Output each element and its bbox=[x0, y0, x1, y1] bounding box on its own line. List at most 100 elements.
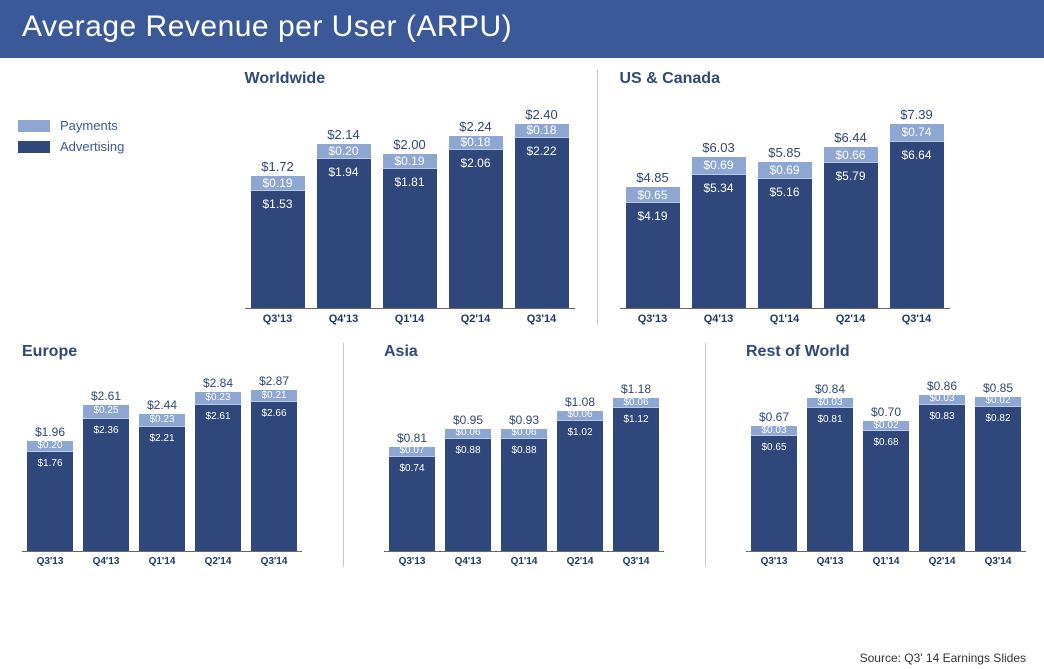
bar-column: $0.85$0.02$0.82 bbox=[970, 366, 1026, 551]
bar-stack: $0.23$2.61 bbox=[195, 392, 241, 551]
bar-column: $0.81 $0.07$0.74 bbox=[384, 366, 440, 551]
legend: Payments Advertising bbox=[18, 118, 124, 160]
bar-total-label: $1.96 bbox=[35, 425, 65, 439]
bar-column: $1.18 $0.06$1.12 bbox=[608, 366, 664, 551]
segment-payments: $0.07 bbox=[389, 447, 435, 457]
segment-advertising: $1.94 bbox=[317, 159, 371, 308]
chart-asia: Asia$0.81$0.07$0.74$0.95$0.06$0.88$0.93$… bbox=[384, 343, 664, 567]
segment-advertising: $2.06 bbox=[449, 150, 503, 308]
segment-advertising: $2.21 bbox=[139, 427, 185, 551]
bar-stack: $0.19$1.81 bbox=[383, 154, 437, 308]
segment-payments: $0.23 bbox=[195, 392, 241, 405]
bar-column: $0.86 $0.03$0.83 bbox=[914, 366, 970, 551]
vertical-divider bbox=[705, 343, 706, 567]
x-axis-label: Q4'13 bbox=[78, 552, 134, 567]
content-area: Payments Advertising Worldwide $1.72$0.19$… bbox=[0, 58, 1044, 567]
segment-payments: $0.02 bbox=[975, 397, 1021, 407]
x-axis-label: Q2'14 bbox=[443, 309, 509, 325]
segment-advertising: $0.83 bbox=[919, 405, 965, 551]
bar-column: $2.00 $0.19$1.81 bbox=[377, 93, 443, 308]
segment-payments: $0.03 bbox=[751, 426, 797, 436]
page-title: Average Revenue per User (ARPU) bbox=[22, 10, 512, 43]
segment-advertising: $2.22 bbox=[515, 138, 569, 308]
bar-total-label: $0.84 bbox=[815, 382, 845, 396]
bar-stack: $0.03$0.65 bbox=[751, 426, 797, 551]
x-axis-label: Q3'13 bbox=[620, 309, 686, 325]
segment-payments: $0.74 bbox=[890, 124, 944, 143]
segment-advertising: $0.74 bbox=[389, 457, 435, 551]
bar-column: $2.84$0.23$2.61 bbox=[190, 366, 246, 551]
bar-total-label: $1.18 bbox=[621, 382, 651, 396]
bar-total-label: $2.61 bbox=[91, 389, 121, 403]
x-axis-label: Q3'13 bbox=[746, 552, 802, 567]
chart-title: US & Canada bbox=[620, 70, 950, 88]
bar-stack: $0.03$0.81 bbox=[807, 398, 853, 551]
layout-spacer bbox=[95, 70, 245, 325]
legend-label-payments: Payments bbox=[60, 118, 118, 133]
segment-payments: $0.06 bbox=[613, 398, 659, 408]
segment-payments: $0.19 bbox=[383, 154, 437, 169]
bar-stack: $0.20$1.76 bbox=[27, 441, 73, 551]
x-axis-label: Q3'14 bbox=[970, 552, 1026, 567]
x-axis-labels: Q3'13Q4'13Q1'14Q2'14Q3'14 bbox=[245, 309, 575, 325]
bar-stack: $0.06$1.02 bbox=[557, 411, 603, 551]
bar-total-label: $6.44 bbox=[834, 130, 867, 145]
chart-europe: Europe$1.96$0.20$1.76$2.61$0.25$2.36$2.4… bbox=[22, 343, 302, 567]
x-axis-label: Q2'14 bbox=[190, 552, 246, 567]
bar-total-label: $0.95 bbox=[453, 413, 483, 427]
bar-column: $0.67$0.03$0.65 bbox=[746, 366, 802, 551]
legend-swatch-payments bbox=[18, 120, 50, 132]
segment-advertising: $0.82 bbox=[975, 407, 1021, 551]
bar-stack: $0.06$1.12 bbox=[613, 398, 659, 551]
x-axis-label: Q3'13 bbox=[245, 309, 311, 325]
segment-advertising: $1.53 bbox=[251, 191, 305, 308]
segment-advertising: $2.66 bbox=[251, 402, 297, 551]
bar-stack: $0.19$1.53 bbox=[251, 176, 305, 308]
bar-total-label: $0.86 bbox=[927, 379, 957, 393]
bar-total-label: $0.70 bbox=[871, 405, 901, 419]
x-axis-label: Q2'14 bbox=[818, 309, 884, 325]
bar-column: $1.72$0.19$1.53 bbox=[245, 93, 311, 308]
x-axis-label: Q4'13 bbox=[802, 552, 858, 567]
segment-payments: $0.03 bbox=[807, 398, 853, 408]
x-axis-label: Q4'13 bbox=[440, 552, 496, 567]
chart-title: Worldwide bbox=[245, 70, 575, 88]
bar-stack: $0.21$2.66 bbox=[251, 390, 297, 551]
x-axis-labels: Q3'13Q4'13Q1'14Q2'14Q3'14 bbox=[746, 552, 1026, 567]
bar-total-label: $0.81 bbox=[397, 431, 427, 445]
bar-column: $6.03$0.69$5.34 bbox=[686, 93, 752, 308]
x-axis-labels: Q3'13Q4'13Q1'14Q2'14Q3'14 bbox=[620, 309, 950, 325]
vertical-divider bbox=[343, 343, 344, 567]
bar-stack: $0.65$4.19 bbox=[626, 187, 680, 308]
x-axis-label: Q3'14 bbox=[509, 309, 575, 325]
bar-column: $2.24$0.18$2.06 bbox=[443, 93, 509, 308]
x-axis-label: Q1'14 bbox=[134, 552, 190, 567]
legend-swatch-advertising bbox=[18, 141, 50, 153]
x-axis-labels: Q3'13Q4'13Q1'14Q2'14Q3'14 bbox=[384, 552, 664, 567]
bar-stack: $0.69$5.16 bbox=[758, 162, 812, 308]
vertical-divider bbox=[597, 70, 598, 325]
segment-advertising: $1.02 bbox=[557, 421, 603, 551]
segment-advertising: $5.34 bbox=[692, 175, 746, 309]
legend-item-advertising: Advertising bbox=[18, 139, 124, 154]
segment-advertising: $0.88 bbox=[445, 439, 491, 551]
bar-column: $0.93$0.06$0.88 bbox=[496, 366, 552, 551]
bar-column: $0.70$0.02$0.68 bbox=[858, 366, 914, 551]
x-axis-label: Q3'13 bbox=[22, 552, 78, 567]
segment-payments: $0.65 bbox=[626, 187, 680, 203]
bar-stack: $0.66$5.79 bbox=[824, 147, 878, 308]
legend-item-payments: Payments bbox=[18, 118, 124, 133]
bar-column: $0.95$0.06$0.88 bbox=[440, 366, 496, 551]
segment-advertising: $5.16 bbox=[758, 179, 812, 308]
x-axis-label: Q1'14 bbox=[377, 309, 443, 325]
chart-worldwide: Worldwide$1.72$0.19$1.53$2.14$0.20$1.94$… bbox=[245, 70, 575, 325]
x-axis-label: Q2'14 bbox=[914, 552, 970, 567]
bar-stack: $0.18$2.06 bbox=[449, 136, 503, 308]
segment-advertising: $2.61 bbox=[195, 405, 241, 551]
bar-column: $0.84 $0.03$0.81 bbox=[802, 366, 858, 551]
bar-column: $1.08$0.06$1.02 bbox=[552, 366, 608, 551]
bar-column: $2.44$0.23$2.21 bbox=[134, 366, 190, 551]
segment-payments: $0.03 bbox=[919, 395, 965, 405]
bar-stack: $0.23$2.21 bbox=[139, 414, 185, 551]
bar-total-label: $2.00 bbox=[393, 137, 426, 152]
